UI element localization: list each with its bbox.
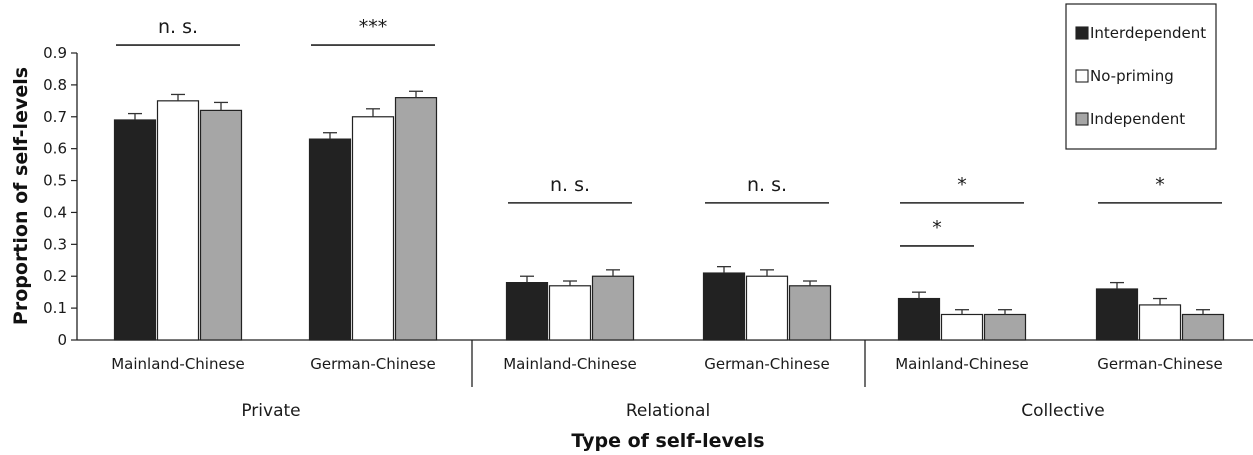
bar-independent	[983, 313, 1027, 341]
significance-label: n. s.	[747, 174, 787, 196]
category-label: Mainland-Chinese	[503, 355, 637, 373]
bar-interdependent	[897, 297, 941, 341]
legend-label: No-priming	[1090, 67, 1174, 85]
significance-label: n. s.	[550, 174, 590, 196]
bar-no-priming	[940, 313, 984, 341]
bar-interdependent	[702, 272, 746, 341]
legend-label: Interdependent	[1090, 24, 1206, 42]
y-tick-label: 0	[57, 331, 67, 349]
group-label: Collective	[1021, 401, 1104, 421]
bar-interdependent	[505, 282, 549, 341]
y-tick-label: 0.1	[43, 299, 67, 317]
bar-independent	[1181, 313, 1225, 341]
legend-swatch-no-priming	[1075, 69, 1089, 83]
category-label: Mainland-Chinese	[895, 355, 1029, 373]
bar-no-priming	[548, 285, 592, 341]
category-label: Mainland-Chinese	[111, 355, 245, 373]
category-label: German-Chinese	[310, 355, 435, 373]
significance-label: *	[932, 217, 942, 239]
bar-independent	[394, 97, 438, 341]
bar-independent	[788, 285, 832, 341]
y-tick-label: 0.7	[43, 108, 67, 126]
y-tick-label: 0.5	[43, 172, 67, 190]
significance-label: *	[957, 174, 967, 196]
bar-independent	[591, 275, 635, 341]
bar-interdependent	[308, 138, 352, 341]
legend-swatch-interdependent	[1075, 26, 1089, 40]
category-label: German-Chinese	[1097, 355, 1222, 373]
legend-swatch-independent	[1075, 112, 1089, 126]
bar-independent	[199, 109, 243, 341]
significance-label: n. s.	[158, 16, 198, 38]
bar-no-priming	[745, 275, 789, 341]
x-axis-title: Type of self-levels	[571, 430, 764, 452]
group-label: Private	[241, 401, 300, 421]
significance-label: ***	[359, 16, 388, 38]
legend-box	[1065, 3, 1217, 150]
y-axis-title: Proportion of self-levels	[10, 67, 32, 325]
legend-label: Independent	[1090, 110, 1185, 128]
y-tick-label: 0.9	[43, 44, 67, 62]
y-tick-label: 0.8	[43, 76, 67, 94]
bar-no-priming	[156, 100, 200, 341]
bar-interdependent	[113, 119, 157, 341]
bar-no-priming	[351, 116, 395, 341]
group-label: Relational	[626, 401, 710, 421]
significance-label: *	[1155, 174, 1165, 196]
bar-interdependent	[1095, 288, 1139, 341]
y-tick-label: 0.2	[43, 267, 67, 285]
category-label: German-Chinese	[704, 355, 829, 373]
y-tick-label: 0.4	[43, 203, 67, 221]
bar-no-priming	[1138, 304, 1182, 341]
y-tick-label: 0.6	[43, 140, 67, 158]
y-tick-label: 0.3	[43, 235, 67, 253]
